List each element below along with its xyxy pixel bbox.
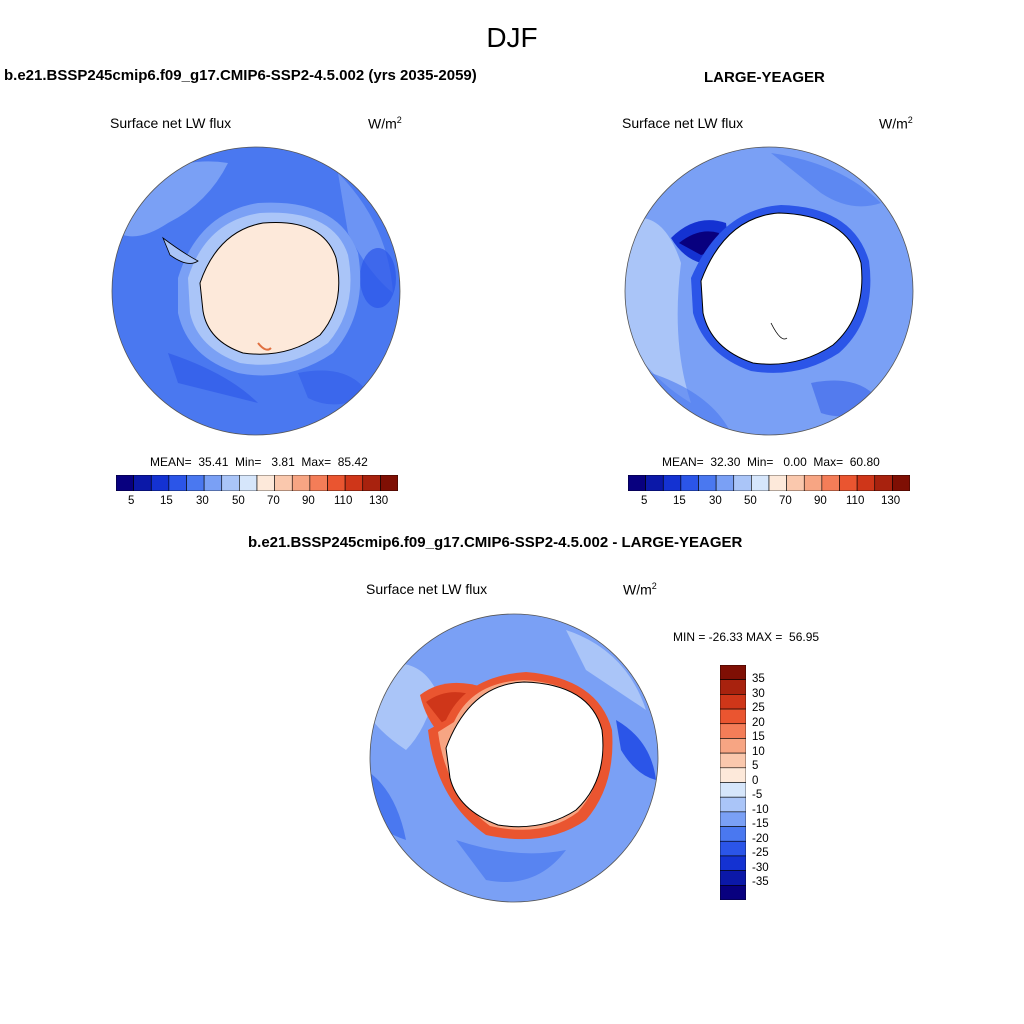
model-tick-8: 130	[369, 495, 389, 507]
colorbar-swatch	[720, 782, 746, 798]
model-units-label: W/m2	[368, 115, 402, 132]
model-tick-3: 30	[196, 495, 209, 507]
diff-tick-7: 5	[752, 760, 759, 772]
colorbar-swatch	[344, 475, 364, 491]
colorbar-swatch	[221, 475, 240, 491]
diff-tick-5: 15	[752, 731, 765, 743]
colorbar-swatch	[186, 475, 205, 491]
colorbar-swatch	[662, 475, 682, 491]
obs-tick-8: 130	[881, 495, 901, 507]
diff-units-label: W/m2	[623, 581, 657, 598]
colorbar-swatch	[715, 475, 735, 491]
diff-polar-map	[369, 613, 659, 903]
obs-colorbar	[628, 475, 910, 491]
model-stats: MEAN= 35.41 Min= 3.81 Max= 85.42	[150, 455, 368, 469]
colorbar-swatch	[720, 738, 746, 754]
colorbar-swatch	[645, 475, 664, 491]
obs-panel-header: LARGE-YEAGER	[704, 69, 825, 86]
colorbar-swatch	[720, 840, 746, 857]
diff-variable-label: Surface net LW flux	[366, 581, 488, 597]
colorbar-swatch	[720, 811, 746, 827]
colorbar-swatch	[168, 475, 187, 491]
colorbar-swatch	[720, 708, 746, 725]
diff-tick-4: 20	[752, 717, 765, 729]
colorbar-swatch	[362, 475, 381, 491]
diff-tick-6: 10	[752, 746, 765, 758]
model-polar-map	[111, 146, 401, 436]
colorbar-swatch	[720, 679, 746, 695]
diff-tick-2: 30	[752, 688, 765, 700]
model-tick-2: 15	[160, 495, 173, 507]
colorbar-swatch	[856, 475, 876, 491]
obs-tick-2: 15	[673, 495, 686, 507]
colorbar-swatch	[786, 475, 805, 491]
diff-stats: MIN = -26.33 MAX = 56.95	[673, 630, 820, 644]
obs-tick-4: 50	[744, 495, 757, 507]
colorbar-swatch	[720, 855, 746, 871]
diff-colorbar	[720, 665, 746, 900]
colorbar-swatch	[821, 475, 840, 491]
obs-tick-3: 30	[709, 495, 722, 507]
colorbar-swatch	[133, 475, 152, 491]
colorbar-swatch	[116, 475, 134, 491]
model-panel-header: b.e21.BSSP245cmip6.f09_g17.CMIP6-SSP2-4.…	[4, 67, 477, 84]
colorbar-swatch	[291, 475, 311, 491]
colorbar-swatch	[720, 767, 746, 783]
colorbar-swatch	[239, 475, 258, 491]
colorbar-swatch	[720, 885, 746, 900]
colorbar-swatch	[751, 475, 770, 491]
figure-title: DJF	[486, 22, 538, 53]
diff-tick-9: -5	[752, 789, 763, 801]
colorbar-swatch	[733, 475, 752, 491]
colorbar-swatch	[274, 475, 293, 491]
diff-tick-3: 25	[752, 702, 765, 714]
obs-tick-6: 90	[814, 495, 827, 507]
colorbar-swatch	[768, 475, 787, 491]
model-colorbar	[116, 475, 398, 491]
diff-tick-12: -20	[752, 833, 769, 845]
model-tick-4: 50	[232, 495, 245, 507]
colorbar-swatch	[309, 475, 328, 491]
model-tick-1: 5	[128, 495, 135, 507]
colorbar-swatch	[150, 475, 170, 491]
colorbar-swatch	[698, 475, 717, 491]
diff-tick-10: -10	[752, 804, 769, 816]
model-tick-7: 110	[334, 495, 353, 507]
diff-panel-header: b.e21.BSSP245cmip6.f09_g17.CMIP6-SSP2-4.…	[248, 534, 743, 551]
model-variable-label: Surface net LW flux	[110, 115, 232, 131]
colorbar-swatch	[380, 475, 398, 491]
diff-tick-1: 35	[752, 673, 765, 685]
model-tick-6: 90	[302, 495, 315, 507]
colorbar-swatch	[720, 694, 746, 710]
colorbar-swatch	[327, 475, 346, 491]
colorbar-swatch	[803, 475, 823, 491]
diff-tick-8: 0	[752, 775, 759, 787]
colorbar-swatch	[892, 475, 910, 491]
obs-variable-label: Surface net LW flux	[622, 115, 744, 131]
colorbar-swatch	[680, 475, 699, 491]
obs-polar-map	[624, 146, 914, 436]
colorbar-swatch	[720, 665, 746, 680]
colorbar-swatch	[203, 475, 223, 491]
colorbar-swatch	[874, 475, 893, 491]
obs-units-label: W/m2	[879, 115, 913, 132]
colorbar-swatch	[256, 475, 275, 491]
obs-stats: MEAN= 32.30 Min= 0.00 Max= 60.80	[662, 455, 880, 469]
colorbar-swatch	[720, 723, 746, 739]
colorbar-swatch	[720, 796, 746, 813]
colorbar-swatch	[720, 870, 746, 886]
colorbar-swatch	[720, 752, 746, 769]
colorbar-swatch	[839, 475, 858, 491]
obs-tick-7: 110	[846, 495, 865, 507]
obs-tick-1: 5	[641, 495, 648, 507]
diff-tick-15: -35	[752, 876, 769, 888]
model-tick-5: 70	[267, 495, 280, 507]
diff-tick-13: -25	[752, 847, 769, 859]
obs-tick-5: 70	[779, 495, 792, 507]
diff-tick-11: -15	[752, 818, 769, 830]
colorbar-swatch	[628, 475, 646, 491]
diff-tick-14: -30	[752, 862, 769, 874]
colorbar-swatch	[720, 826, 746, 842]
